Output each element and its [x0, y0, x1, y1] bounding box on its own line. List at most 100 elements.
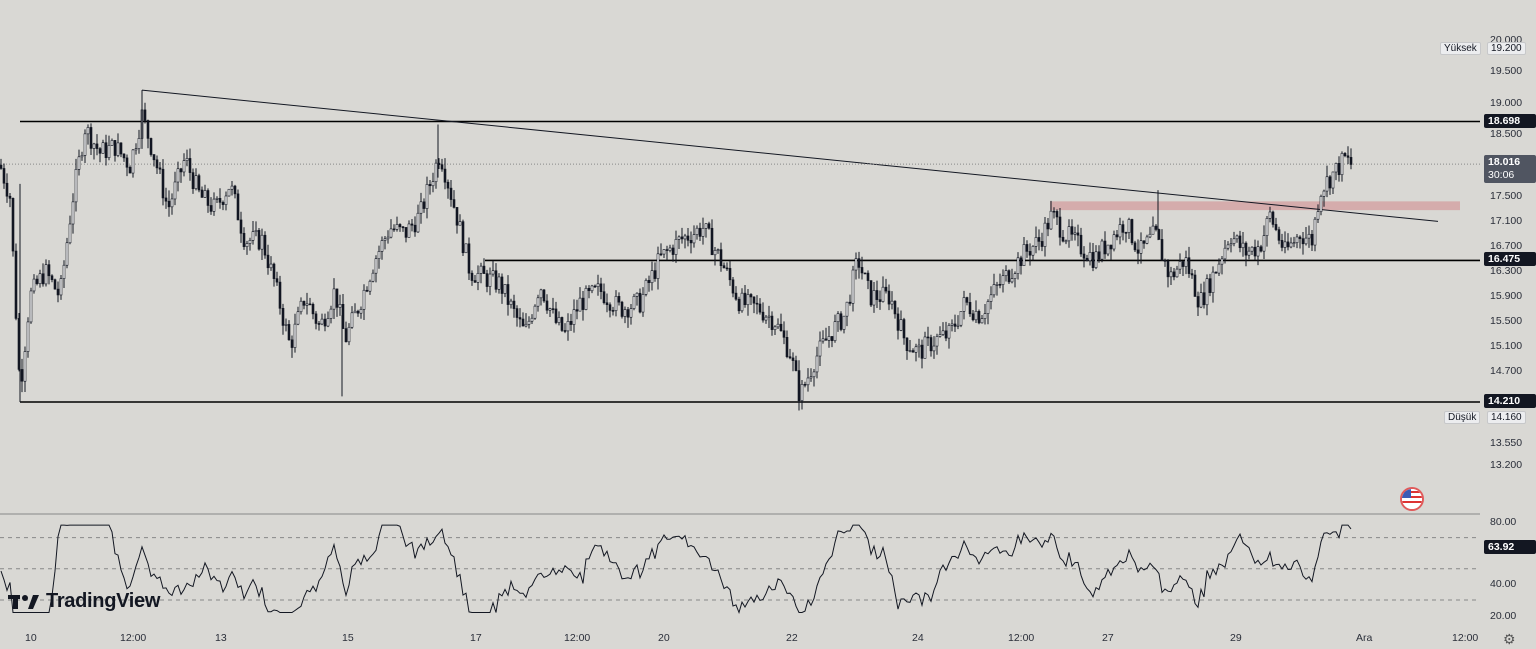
candle-body — [503, 284, 507, 294]
candle-body — [131, 149, 135, 174]
candle-body — [41, 273, 45, 285]
candle-body — [269, 263, 273, 269]
candle-body — [452, 199, 456, 208]
time-tick: 13 — [215, 632, 227, 644]
candle-body — [1061, 236, 1065, 242]
candle-body — [407, 223, 411, 238]
candle-body — [332, 288, 336, 310]
candle-body — [1040, 241, 1044, 247]
time-tick: 22 — [786, 632, 798, 644]
candle-body — [602, 291, 606, 304]
candle-body — [863, 272, 867, 275]
candle-body — [134, 148, 138, 151]
candle-body — [1004, 270, 1008, 277]
candle-body — [1229, 243, 1233, 246]
candle-body — [1346, 155, 1350, 158]
candle-body — [194, 175, 198, 189]
candle-body — [761, 311, 765, 321]
candle-body — [506, 284, 510, 305]
candle-body — [251, 231, 255, 241]
candle-body — [455, 207, 459, 226]
candle-body — [770, 315, 774, 330]
candle-body — [623, 309, 627, 317]
candle-body — [47, 264, 51, 277]
candle-body — [1073, 232, 1077, 235]
candle-body — [1274, 224, 1278, 230]
settings-gear-icon[interactable]: ⚙ — [1503, 631, 1516, 647]
time-tick: 27 — [1102, 632, 1114, 644]
candle-body — [470, 272, 474, 281]
candle-body — [1349, 157, 1353, 165]
candle-body — [533, 305, 537, 319]
candle-body — [338, 304, 342, 308]
candle-body — [173, 181, 177, 200]
candle-body — [1253, 246, 1257, 257]
candle-body — [560, 317, 564, 331]
candle-body — [839, 313, 843, 330]
candle-body — [77, 156, 81, 170]
candle-body — [1328, 176, 1332, 189]
candle-body — [122, 153, 126, 159]
candle-body — [1217, 263, 1221, 274]
candle-body — [521, 318, 525, 327]
candle-body — [1154, 225, 1158, 230]
candle-body — [1265, 218, 1269, 236]
candle-body — [584, 287, 588, 310]
candle-body — [563, 330, 567, 332]
us-flag-icon[interactable] — [1400, 487, 1424, 511]
candle-body — [278, 281, 282, 309]
candle-body — [497, 276, 501, 290]
trend-line — [141, 89, 1439, 222]
candle-body — [23, 351, 27, 382]
candle-body — [983, 313, 987, 319]
candle-body — [239, 219, 243, 234]
candle-body — [1286, 241, 1290, 248]
candle-body — [821, 338, 825, 342]
candle-body — [1007, 270, 1011, 283]
candle-body — [1133, 242, 1137, 251]
candle-body — [161, 168, 165, 199]
candle-body — [1076, 232, 1080, 236]
candle-body — [539, 289, 543, 299]
level-tag-low: 14.210 — [1484, 394, 1536, 408]
time-tick: 12:00 — [1452, 632, 1479, 644]
candle-body — [1094, 251, 1098, 268]
candle-body — [1184, 257, 1188, 267]
candle-body — [1181, 261, 1185, 267]
candle-body — [26, 321, 30, 352]
candle-body — [1166, 260, 1170, 278]
level-tag-high: 18.698 — [1484, 113, 1536, 128]
candle-body — [494, 270, 498, 290]
candle-body — [1178, 261, 1182, 270]
candle-body — [311, 303, 315, 315]
candle-body — [737, 298, 741, 312]
candle-body — [596, 283, 600, 287]
candle-body — [104, 142, 108, 158]
candle-body — [320, 318, 324, 325]
candle-body — [8, 195, 12, 199]
candle-body — [215, 198, 219, 200]
candle-body — [1019, 257, 1023, 266]
candle-body — [305, 303, 309, 306]
candle-body — [293, 323, 297, 348]
candle-body — [908, 350, 912, 352]
candle-body — [1082, 253, 1086, 259]
candle-body — [50, 275, 54, 280]
candle-body — [1331, 171, 1335, 189]
candle-body — [368, 280, 372, 292]
candle-body — [578, 297, 582, 312]
candle-body — [290, 339, 294, 348]
time-tick: 12:00 — [120, 632, 147, 644]
candle-body — [566, 321, 570, 332]
candle-body — [65, 242, 69, 266]
candle-body — [872, 290, 876, 306]
candle-body — [1325, 176, 1329, 192]
candle-body — [968, 302, 972, 315]
candle-body — [686, 235, 690, 241]
candle-body — [1043, 222, 1047, 247]
candle-body — [833, 321, 837, 341]
tradingview-logo-text: TradingView — [46, 590, 161, 612]
candle-body — [113, 140, 117, 156]
candle-body — [842, 315, 846, 330]
